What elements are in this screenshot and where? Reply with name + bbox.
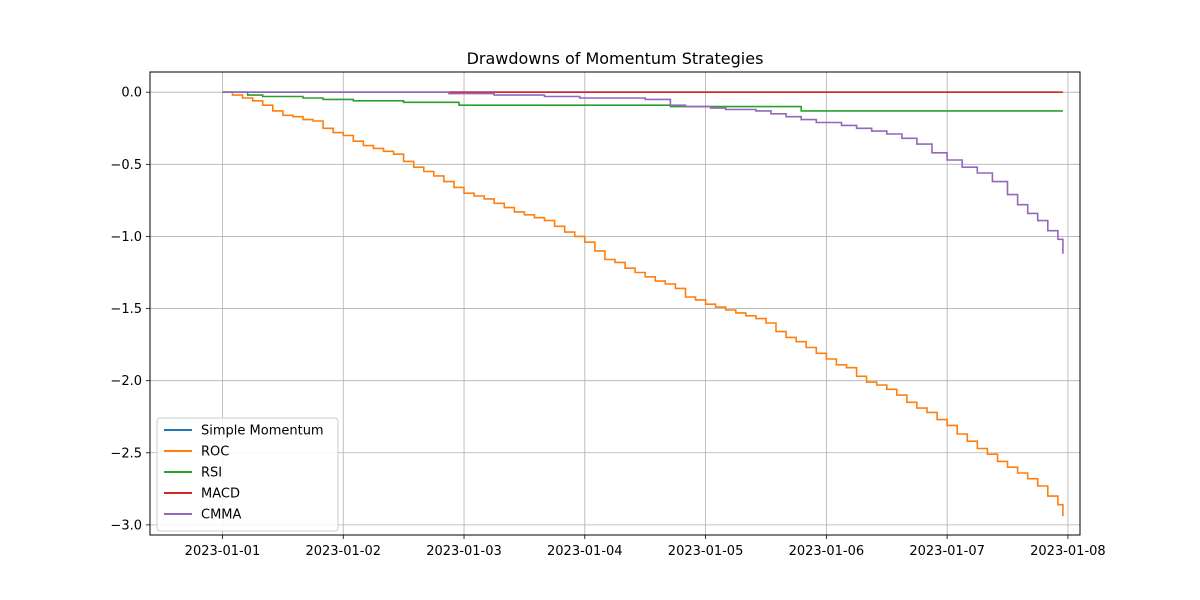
x-axis: 2023-01-01 2023-01-02 2023-01-03 2023-01-04… <box>185 535 1106 559</box>
series-lines <box>222 91 1064 517</box>
x-tick-label: 2023-01-03 <box>426 544 502 559</box>
x-tick-label: 2023-01-01 <box>185 544 261 559</box>
legend-label-macd: MACD <box>201 487 240 502</box>
y-tick-label: −1.5 <box>110 302 142 317</box>
x-tick-label: 2023-01-08 <box>1030 544 1106 559</box>
x-tick-label: 2023-01-05 <box>668 544 744 559</box>
chart-title: Drawdowns of Momentum Strategies <box>467 49 764 68</box>
series-line-roc <box>222 91 1064 517</box>
y-tick-label: 0.0 <box>121 86 142 101</box>
y-tick-label: −1.0 <box>110 230 142 245</box>
legend-label-rsi: RSI <box>201 466 222 481</box>
legend-box <box>156 417 339 532</box>
y-tick-label: −2.5 <box>110 446 142 461</box>
x-tick-label: 2023-01-02 <box>305 544 381 559</box>
y-tick-label: −3.0 <box>110 518 142 533</box>
legend-label-cmma: CMMA <box>201 508 242 523</box>
x-tick-label: 2023-01-06 <box>789 544 865 559</box>
plot-frame <box>149 71 1081 536</box>
series-line-rsi <box>222 91 1063 112</box>
x-tick-label: 2023-01-04 <box>547 544 623 559</box>
y-tick-label: −2.0 <box>110 374 142 389</box>
legend-label-roc: ROC <box>201 445 229 460</box>
series-line-cmma <box>222 91 1064 254</box>
legend: Simple Momentum ROC RSI MACD CMMA <box>156 417 339 532</box>
x-tick-label: 2023-01-07 <box>909 544 985 559</box>
y-tick-label: −0.5 <box>110 158 142 173</box>
legend-label-simple-momentum: Simple Momentum <box>201 424 324 439</box>
y-axis: 0.0 −0.5 −1.0 −1.5 −2.0 −2.5 −3.0 <box>110 86 150 533</box>
